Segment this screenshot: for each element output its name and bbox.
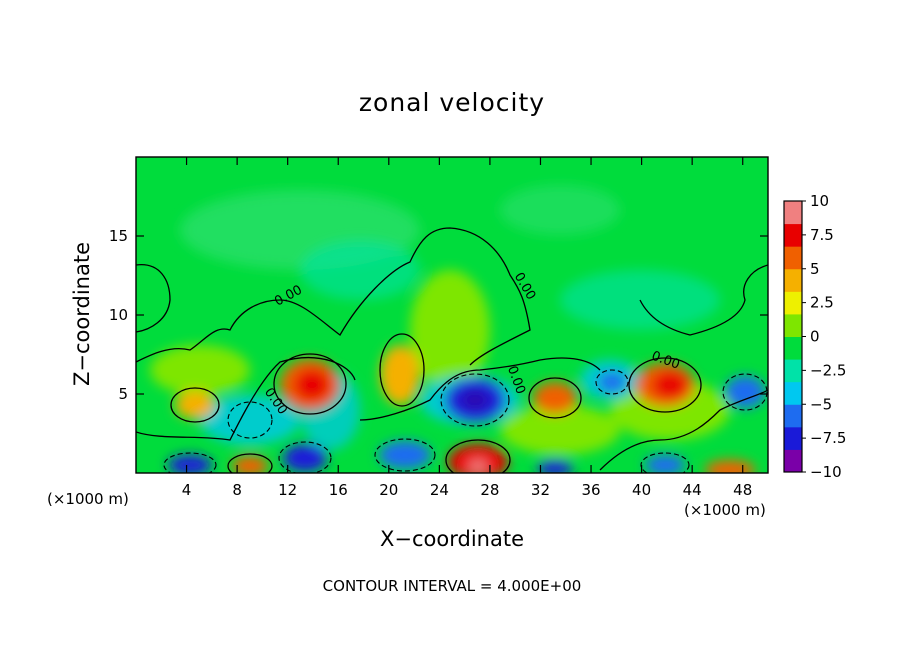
x-tick-label: 28 <box>480 481 499 499</box>
colorbar-swatch <box>784 359 802 383</box>
colorbar-tick-label: 10 <box>810 192 829 210</box>
x-tick-label: 36 <box>581 481 600 499</box>
colorbar-swatch <box>784 291 802 315</box>
colorbar-tick-label: −10 <box>810 463 842 481</box>
x-tick-label: 24 <box>430 481 449 499</box>
x-unit-left: (×1000 m) <box>47 490 129 508</box>
x-axis-label: X−coordinate <box>380 527 524 551</box>
colorbar-tick-label: −5 <box>810 395 832 413</box>
colorbar-tick-label: −7.5 <box>810 429 846 447</box>
x-tick-label: 32 <box>531 481 550 499</box>
contour-lines <box>136 227 768 473</box>
colorbar-swatch <box>784 246 802 270</box>
colorbar-tick-label: 7.5 <box>810 226 834 244</box>
x-tick-label: 20 <box>379 481 398 499</box>
colorbar-swatch <box>784 404 802 428</box>
x-unit-right: (×1000 m) <box>684 501 766 519</box>
colorbar-tick-label: 2.5 <box>810 294 834 312</box>
colorbar-tick-label: 5 <box>810 260 820 278</box>
colorbar-tick-label: −2.5 <box>810 361 846 379</box>
plot-area <box>136 157 768 473</box>
x-axis-ticks: 4 8 12 16 20 24 28 32 36 40 44 48 <box>182 157 752 499</box>
colorbar-swatch <box>784 381 802 405</box>
x-tick-label: 12 <box>278 481 297 499</box>
contour-interval-note: CONTOUR INTERVAL = 4.000E+00 <box>322 577 582 595</box>
y-tick-label: 15 <box>109 227 128 245</box>
x-tick-label: 16 <box>329 481 348 499</box>
y-axis-ticks: 5 10 15 <box>109 227 768 403</box>
colorbar-swatch <box>784 426 802 450</box>
colorbar-swatch <box>784 268 802 292</box>
colorbar-swatch <box>784 201 802 225</box>
x-tick-label: 4 <box>182 481 192 499</box>
chart-title: zonal velocity <box>358 88 546 117</box>
colorbar-swatch <box>784 336 802 360</box>
x-tick-label: 48 <box>733 481 752 499</box>
y-tick-label: 5 <box>118 385 128 403</box>
x-tick-label: 44 <box>683 481 702 499</box>
colorbar-swatch <box>784 313 802 337</box>
y-tick-label: 10 <box>109 306 128 324</box>
colorbar-tick-label: 0 <box>810 328 820 346</box>
colorbar: 10 7.5 5 2.5 0 −2.5 −5 −7.5 −10 <box>784 192 846 481</box>
x-tick-label: 40 <box>632 481 651 499</box>
x-tick-label: 8 <box>232 481 242 499</box>
colorbar-frame <box>783 200 803 473</box>
colorbar-swatch <box>784 449 802 473</box>
colorbar-swatch <box>784 223 802 247</box>
